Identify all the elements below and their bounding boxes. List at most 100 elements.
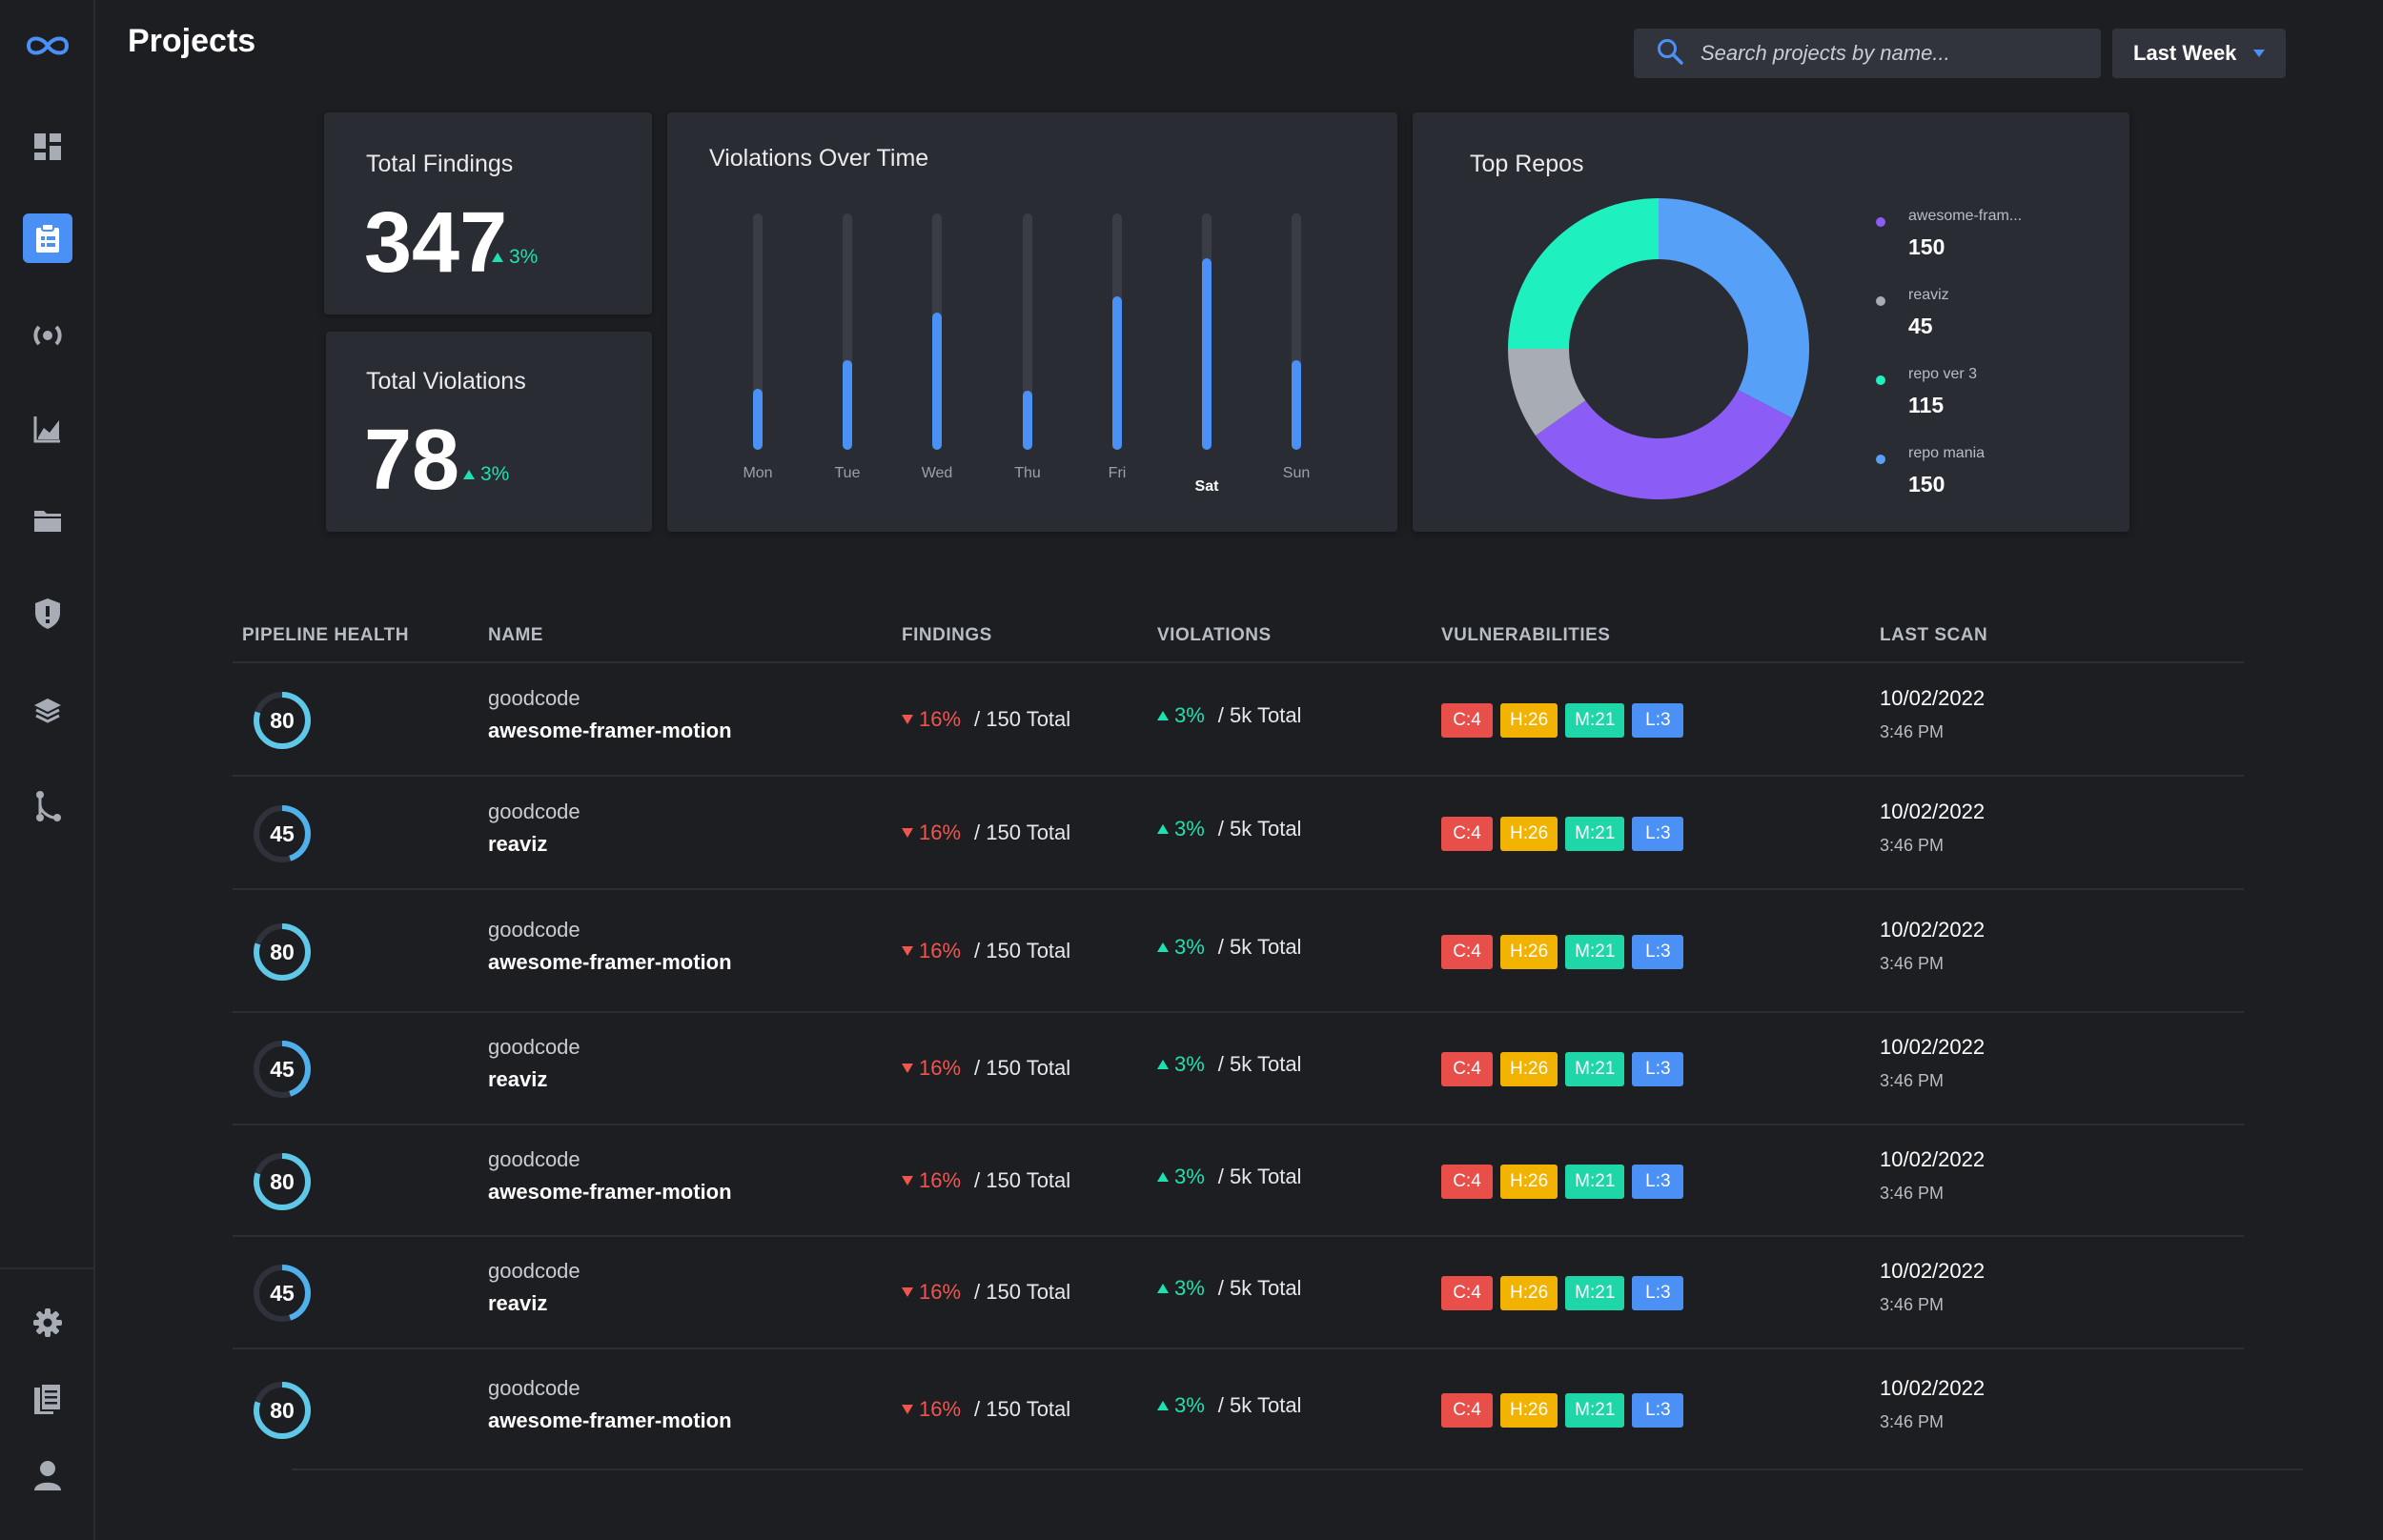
- bar-wed[interactable]: [932, 313, 942, 450]
- table-row[interactable]: 45 goodcode reaviz 16% / 150 Total 3% / 5k Tot…: [233, 1011, 2244, 1124]
- health-score: 80: [270, 1168, 295, 1194]
- findings-metric: 16% / 150 Total: [902, 1168, 1070, 1193]
- critical-badge[interactable]: C:4: [1441, 934, 1493, 969]
- medium-badge[interactable]: M:21: [1565, 1164, 1625, 1199]
- project-org: goodcode: [488, 1259, 580, 1283]
- project-name[interactable]: reaviz: [488, 1067, 548, 1091]
- high-badge[interactable]: H:26: [1500, 1276, 1558, 1310]
- vulnerability-badges: C:4 H:26 M:21 L:3: [1441, 1276, 1684, 1310]
- dashboard-icon[interactable]: [23, 122, 72, 172]
- violations-metric-pct: 3%: [1174, 1164, 1205, 1188]
- bar-sat[interactable]: [1202, 258, 1212, 450]
- health-ring: [254, 1381, 311, 1439]
- findings-metric: 16% / 150 Total: [902, 939, 1070, 963]
- medium-badge[interactable]: M:21: [1565, 1276, 1625, 1310]
- donut-slice-awesome-fram[interactable]: [1535, 390, 1793, 499]
- high-badge[interactable]: H:26: [1500, 934, 1558, 969]
- table-row[interactable]: 45 goodcode reaviz 16% / 150 Total 3% / 5k Tot…: [233, 775, 2244, 888]
- critical-badge[interactable]: C:4: [1441, 1276, 1493, 1310]
- layers-icon[interactable]: [23, 686, 72, 736]
- col-header-findings[interactable]: FINDINGS: [902, 625, 992, 645]
- low-badge[interactable]: L:3: [1632, 1392, 1684, 1428]
- search-input[interactable]: [1701, 41, 2082, 66]
- arrow-down-icon: [902, 714, 913, 724]
- project-name[interactable]: reaviz: [488, 1291, 548, 1315]
- shield-icon[interactable]: [23, 589, 72, 638]
- high-badge[interactable]: H:26: [1500, 1392, 1558, 1428]
- table-row[interactable]: 45 goodcode reaviz 16% / 150 Total 3% / 5k Tot…: [233, 1235, 2244, 1348]
- x-tick-sat: Sat: [1194, 478, 1219, 495]
- low-badge[interactable]: L:3: [1632, 1052, 1684, 1086]
- critical-badge[interactable]: C:4: [1441, 816, 1493, 851]
- health-ring: [254, 1152, 311, 1210]
- low-badge[interactable]: L:3: [1632, 702, 1684, 738]
- vulnerability-badges: C:4 H:26 M:21 L:3: [1441, 934, 1684, 969]
- document-icon[interactable]: [23, 1374, 72, 1424]
- table-row[interactable]: 80 goodcode awesome-framer-motion 16% / 150 …: [233, 661, 2244, 775]
- project-name[interactable]: awesome-framer-motion: [488, 1408, 732, 1432]
- clipboard-icon[interactable]: [23, 213, 72, 263]
- high-badge[interactable]: H:26: [1500, 1164, 1558, 1199]
- donut-slice-reaviz[interactable]: [1508, 349, 1586, 436]
- col-header-vulnerabilities[interactable]: VULNERABILITIES: [1441, 625, 1611, 645]
- table-row[interactable]: 80 goodcode awesome-framer-motion 16% / 150 …: [233, 1124, 2244, 1235]
- user-icon[interactable]: [23, 1450, 72, 1500]
- violations-metric-total: / 5k Total: [1217, 1276, 1302, 1300]
- critical-badge[interactable]: C:4: [1441, 702, 1493, 738]
- medium-badge[interactable]: M:21: [1565, 1392, 1625, 1428]
- logo-infinity-icon[interactable]: [23, 21, 72, 71]
- last-scan-time: 3:46 PM: [1880, 721, 1945, 741]
- gear-icon[interactable]: [23, 1298, 72, 1348]
- medium-badge[interactable]: M:21: [1565, 702, 1625, 738]
- high-badge[interactable]: H:26: [1500, 702, 1558, 738]
- x-tick-tue: Tue: [834, 465, 861, 481]
- col-header-name[interactable]: NAME: [488, 625, 543, 645]
- bar-fri[interactable]: [1112, 296, 1122, 450]
- bar-mon[interactable]: [753, 389, 763, 450]
- legend-label: awesome-fram...: [1908, 208, 2023, 224]
- high-badge[interactable]: H:26: [1500, 1052, 1558, 1086]
- violations-metric-pct: 3%: [1174, 702, 1205, 727]
- medium-badge[interactable]: M:21: [1565, 816, 1625, 851]
- x-tick-wed: Wed: [921, 465, 953, 481]
- critical-badge[interactable]: C:4: [1441, 1392, 1493, 1428]
- project-name[interactable]: awesome-framer-motion: [488, 1179, 732, 1204]
- low-badge[interactable]: L:3: [1632, 1276, 1684, 1310]
- low-badge[interactable]: L:3: [1632, 1164, 1684, 1199]
- arrow-up-icon: [1157, 1400, 1169, 1410]
- medium-badge[interactable]: M:21: [1565, 934, 1625, 969]
- donut-slice-repo-ver-3[interactable]: [1508, 198, 1659, 349]
- table-row[interactable]: 80 goodcode awesome-framer-motion 16% / 150 …: [233, 1348, 2244, 1469]
- search-box[interactable]: [1634, 29, 2101, 78]
- high-badge[interactable]: H:26: [1500, 816, 1558, 851]
- violations-metric-pct: 3%: [1174, 1392, 1205, 1417]
- col-header-health[interactable]: PIPELINE HEALTH: [242, 625, 409, 645]
- bar-sun[interactable]: [1292, 360, 1301, 450]
- folder-icon[interactable]: [23, 496, 72, 545]
- bar-tue[interactable]: [843, 360, 852, 450]
- bar-thu[interactable]: [1023, 391, 1032, 450]
- donut-slice-repo-mania[interactable]: [1659, 198, 1809, 418]
- violations-metric-pct: 3%: [1174, 934, 1205, 959]
- last-scan-date: 10/02/2022: [1880, 1375, 1986, 1400]
- project-name[interactable]: reaviz: [488, 831, 548, 856]
- project-name[interactable]: awesome-framer-motion: [488, 949, 732, 974]
- findings-metric-pct: 16%: [919, 820, 962, 844]
- violations-metric-total: / 5k Total: [1217, 816, 1302, 841]
- findings-metric-pct: 16%: [919, 1056, 962, 1080]
- low-badge[interactable]: L:3: [1632, 816, 1684, 851]
- table-row[interactable]: 80 goodcode awesome-framer-motion 16% / 150 …: [233, 888, 2244, 1011]
- broadcast-icon[interactable]: [23, 311, 72, 360]
- critical-badge[interactable]: C:4: [1441, 1052, 1493, 1086]
- date-range-dropdown[interactable]: Last Week: [2112, 29, 2286, 78]
- col-header-violations[interactable]: VIOLATIONS: [1157, 625, 1272, 645]
- branch-icon[interactable]: [23, 781, 72, 831]
- medium-badge[interactable]: M:21: [1565, 1052, 1625, 1086]
- low-badge[interactable]: L:3: [1632, 934, 1684, 969]
- chart-icon[interactable]: [23, 404, 72, 454]
- col-header-last-scan[interactable]: LAST SCAN: [1880, 625, 1988, 645]
- project-name[interactable]: awesome-framer-motion: [488, 718, 732, 742]
- critical-badge[interactable]: C:4: [1441, 1164, 1493, 1199]
- health-ring: [254, 691, 311, 749]
- project-org: goodcode: [488, 917, 580, 942]
